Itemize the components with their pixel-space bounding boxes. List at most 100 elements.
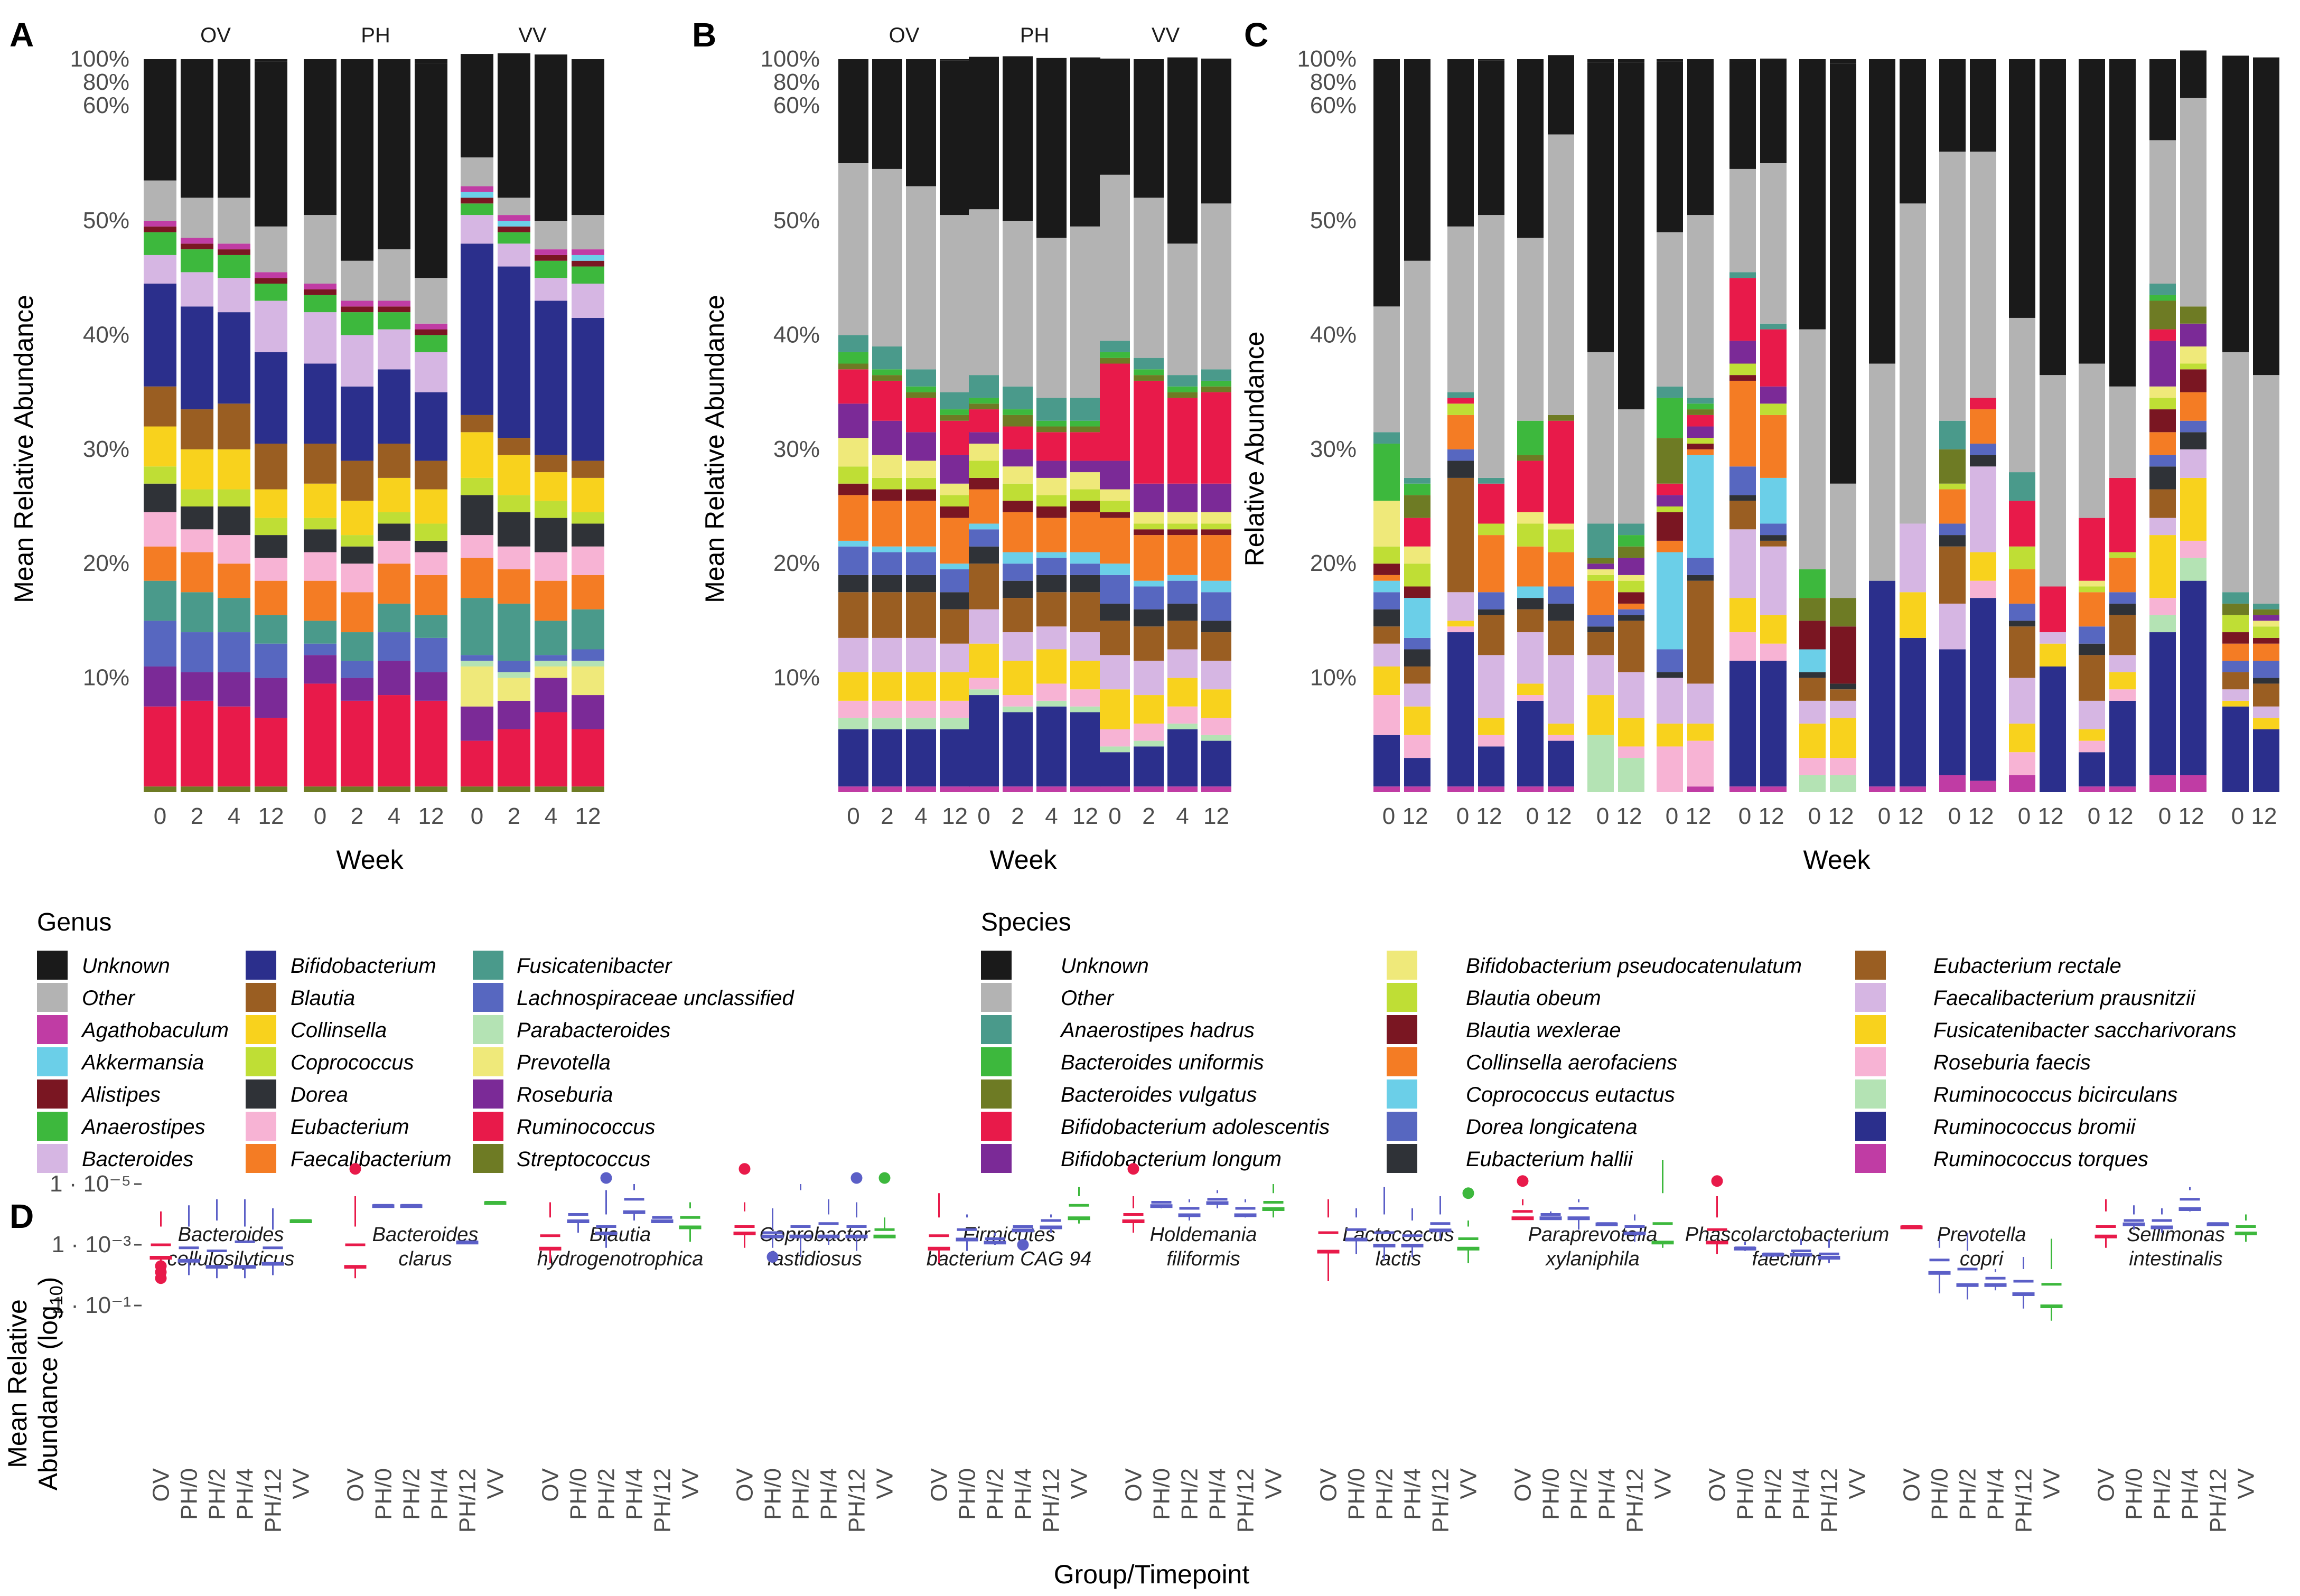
bar-segment <box>2149 615 2176 633</box>
x-tick-label: OV <box>927 1468 952 1501</box>
bar-segment <box>1003 386 1033 410</box>
bar-segment <box>2079 786 2105 792</box>
bar-segment <box>1134 695 1164 724</box>
legend-label: Faecalibacterium prausnitzii <box>1933 987 2196 1010</box>
bar-segment <box>838 546 868 575</box>
bar-segment <box>2109 477 2136 552</box>
bar-segment <box>2149 598 2176 615</box>
bar-segment <box>415 329 447 335</box>
bar-segment <box>1003 712 1033 787</box>
bar-segment <box>144 706 176 787</box>
bar-segment <box>1548 134 1574 415</box>
y-tick-label: 100% <box>760 46 820 72</box>
bar-segment <box>572 260 604 267</box>
box <box>1206 1201 1229 1205</box>
x-tick-label: OV <box>1316 1468 1342 1501</box>
bar-segment <box>1134 512 1164 524</box>
bar-segment <box>1869 786 1895 792</box>
bar-segment <box>872 718 902 729</box>
bar-segment <box>1036 495 1067 506</box>
y-tick-label: 40% <box>773 322 820 348</box>
panel-d-y-title-2: Abundance (log10) <box>33 1277 67 1491</box>
x-tick-label: 0 <box>2158 803 2171 829</box>
panel-b-label: B <box>692 16 716 54</box>
bar-segment <box>1657 386 1683 398</box>
bar-segment <box>255 301 287 352</box>
bar-segment <box>572 215 604 250</box>
bar-segment <box>1167 706 1198 724</box>
legend-swatch <box>1387 1047 1417 1076</box>
legend-swatch <box>1855 1047 1886 1076</box>
bar-segment <box>1478 609 1504 615</box>
x-tick-label: PH/12 <box>1233 1468 1259 1533</box>
x-tick-label: PH/12 <box>1428 1468 1454 1533</box>
bar-segment <box>378 329 410 370</box>
bar-segment <box>1687 558 1714 575</box>
bar-segment <box>969 546 999 564</box>
x-tick-label: 0 <box>1948 803 1961 829</box>
y-tick-label: 40% <box>1310 322 1357 348</box>
bar-segment <box>2079 643 2105 655</box>
bar-segment <box>572 661 604 666</box>
x-tick-label: PH/2 <box>1955 1468 1981 1520</box>
bar-segment <box>1618 523 1644 536</box>
bar-segment <box>906 546 936 552</box>
bar-segment <box>969 609 999 644</box>
bar-segment <box>218 403 250 449</box>
bar-segment <box>1036 683 1067 701</box>
bar-segment <box>1618 409 1644 524</box>
bar-segment <box>1729 466 1756 495</box>
bar-segment <box>1760 163 1787 324</box>
legend-swatch <box>37 1079 68 1109</box>
bar-segment <box>1070 706 1100 712</box>
bar-segment <box>535 301 567 455</box>
bar-segment <box>906 59 936 60</box>
bar-segment <box>1618 575 1644 581</box>
outlier-point <box>600 1172 612 1184</box>
legend-swatch <box>246 1047 276 1076</box>
bar-segment <box>940 495 970 506</box>
bar-segment <box>1070 461 1100 473</box>
bar-segment <box>2040 643 2066 666</box>
bar-segment <box>461 661 493 666</box>
bar-segment <box>1404 518 1431 547</box>
bar-segment <box>1167 724 1198 729</box>
bar-segment <box>872 380 902 421</box>
facet-title: hydrogenotrophica <box>537 1248 704 1270</box>
bar-segment <box>1799 758 1826 775</box>
bar-segment <box>1687 426 1714 438</box>
y-tick-label: 60% <box>83 92 129 118</box>
bar-segment <box>1618 592 1644 604</box>
facet-title: fastidiosus <box>767 1248 862 1270</box>
x-tick-label: 12 <box>1968 803 1994 829</box>
bar-segment <box>1657 746 1683 792</box>
bar-segment <box>1900 637 1926 787</box>
bar-segment <box>1548 415 1574 421</box>
bar-segment <box>2079 518 2105 581</box>
bar-segment <box>1134 724 1164 741</box>
bar-segment <box>1687 409 1714 415</box>
bar-segment <box>304 284 336 289</box>
bar-segment <box>1587 695 1614 735</box>
panel-a-label: A <box>10 16 34 54</box>
bar-segment <box>341 461 373 501</box>
bar-segment <box>304 552 336 581</box>
box <box>1623 1232 1646 1235</box>
bar-segment <box>498 215 530 221</box>
bar-segment <box>2180 540 2206 558</box>
box <box>1373 1244 1396 1247</box>
bar-segment <box>378 786 410 792</box>
box <box>1262 1207 1285 1211</box>
bar-segment <box>1517 238 1544 421</box>
bar-segment <box>144 221 176 227</box>
x-tick-label: PH/0 <box>1538 1468 1564 1520</box>
bar-segment <box>341 260 373 301</box>
bar-segment <box>304 529 336 552</box>
bar-segment <box>1939 523 1966 536</box>
bar-segment <box>181 409 213 449</box>
x-tick-label: VV <box>872 1468 898 1499</box>
bar-segment <box>872 672 902 701</box>
bar-segment <box>1760 415 1787 478</box>
bar-segment <box>1939 59 1966 152</box>
box <box>845 1234 868 1238</box>
